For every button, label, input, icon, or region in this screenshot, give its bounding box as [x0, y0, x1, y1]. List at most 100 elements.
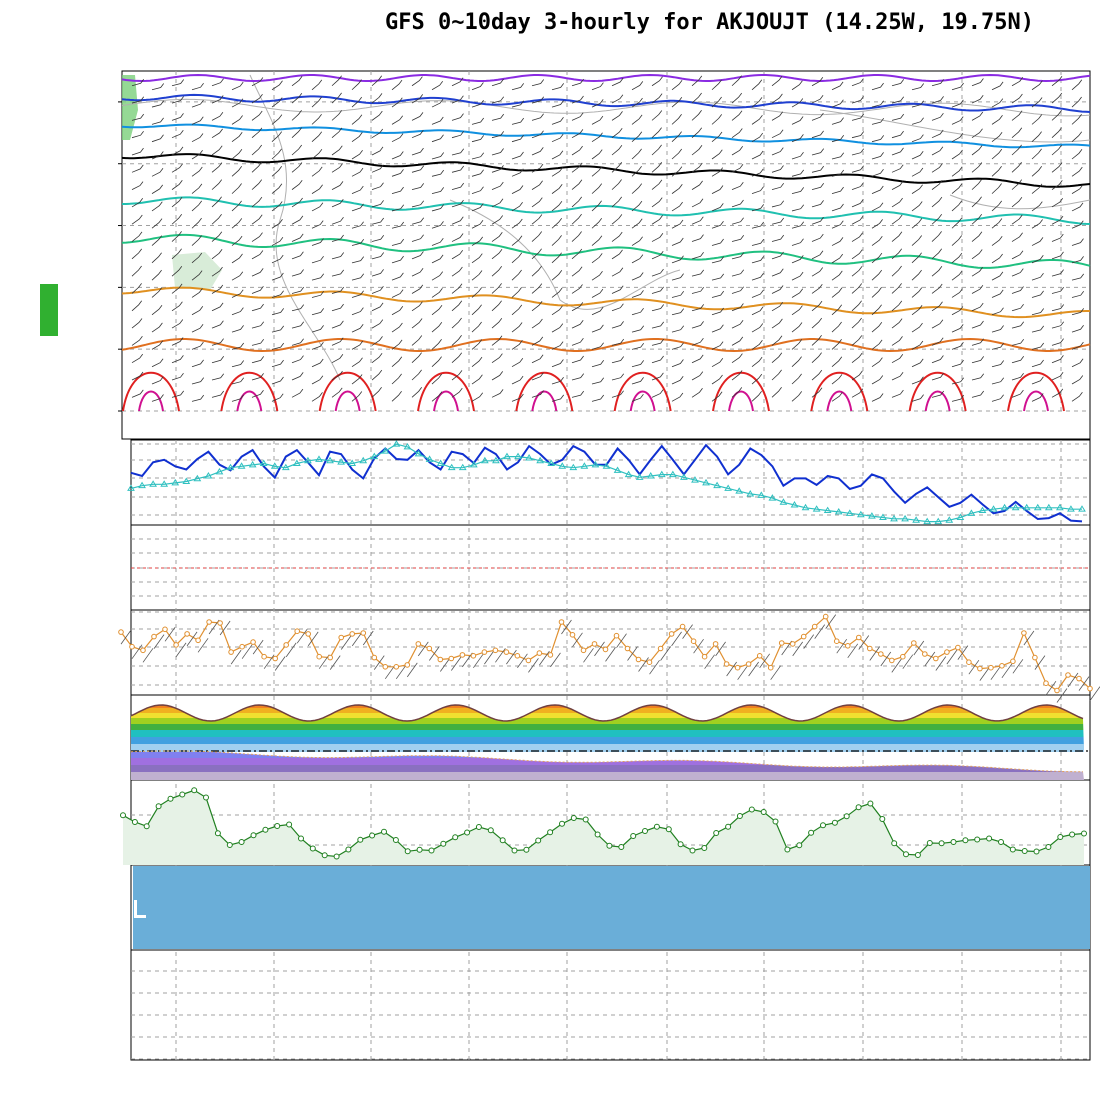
wind-barb	[511, 252, 523, 264]
wind-barb	[491, 165, 504, 173]
wind-barb	[171, 372, 184, 381]
thickness-marker	[315, 455, 323, 462]
wind-barb	[771, 386, 782, 398]
wind-barb	[1071, 358, 1084, 368]
wind-barb	[891, 389, 904, 398]
wind-barb	[471, 186, 484, 194]
wind-barb	[931, 319, 944, 329]
wind-barb	[591, 115, 604, 125]
wind-barb	[511, 218, 523, 229]
wind-barb	[531, 113, 544, 121]
wind-barb	[151, 394, 164, 402]
wind-barb	[391, 115, 404, 125]
wind-barb	[191, 270, 203, 281]
wind-barb	[571, 196, 583, 208]
wind-barb	[631, 131, 643, 142]
thickness-marker	[1033, 503, 1042, 511]
wind-barb	[771, 318, 783, 329]
wind-barb	[371, 386, 382, 398]
thickness-marker	[425, 455, 434, 462]
wind-barb	[291, 215, 304, 225]
warm-contour	[810, 371, 869, 412]
wind-barb	[531, 231, 543, 242]
wind-barb	[491, 371, 504, 381]
wind-barb	[631, 200, 643, 212]
rh-marker	[867, 800, 874, 807]
wind-barb	[571, 320, 584, 329]
wind-barb	[551, 83, 565, 91]
wind-barb	[1051, 144, 1063, 156]
temperature-contour	[121, 286, 1090, 319]
rh-marker	[345, 846, 352, 853]
thickness-marker	[934, 517, 943, 525]
rh-marker	[713, 830, 720, 836]
wind-barb-10m	[473, 653, 484, 669]
wind-barb	[671, 342, 684, 350]
wind-barb	[331, 110, 343, 121]
thickness-marker	[248, 460, 257, 468]
wind-barb	[131, 389, 144, 398]
wind-barb	[151, 376, 164, 385]
wind-speed-marker	[690, 638, 697, 645]
dewpt-color-band	[131, 765, 1084, 772]
wind-barb	[1071, 131, 1083, 142]
wind-barb	[931, 179, 943, 190]
wind-barb-10m	[924, 651, 936, 667]
wind-barb	[951, 82, 964, 91]
wind-speed-marker	[305, 631, 312, 637]
wind-barb	[511, 185, 524, 194]
wind-barb	[171, 196, 183, 208]
wind-barb	[391, 204, 405, 212]
wind-barb	[791, 373, 802, 385]
wind-barb	[391, 322, 403, 333]
wind-barb	[131, 231, 143, 242]
wind-barb	[191, 217, 202, 229]
wind-barb	[311, 238, 324, 246]
wind-barb	[931, 196, 943, 208]
rh-marker	[120, 812, 126, 819]
wind-barb	[311, 358, 324, 368]
rh-marker	[143, 823, 150, 830]
wind-speed-marker	[404, 662, 411, 668]
thickness-marker	[1055, 503, 1064, 511]
wind-barb	[1051, 355, 1064, 364]
wind-barb	[571, 266, 583, 277]
wind-barb	[371, 252, 385, 260]
wind-barb	[511, 100, 525, 108]
wind-barb-10m	[219, 620, 231, 636]
wind-barb	[991, 81, 1004, 91]
wind-barb	[671, 201, 683, 212]
wind-barb	[611, 321, 624, 329]
wind-barb	[191, 116, 204, 125]
wind-barb	[311, 79, 323, 91]
wind-barb	[431, 134, 444, 143]
wind-barb	[871, 135, 885, 143]
wind-barb	[171, 163, 184, 173]
wind-barb	[331, 181, 344, 190]
wind-barb	[131, 318, 143, 329]
wind-barb-10m	[990, 665, 1002, 680]
wind-barb	[831, 339, 842, 350]
wind-barb	[771, 285, 784, 294]
wind-barb	[631, 290, 644, 298]
wind-barb	[331, 216, 344, 225]
wind-speed-marker	[668, 631, 675, 637]
wind-barb	[951, 200, 963, 212]
thickness-marker	[536, 456, 545, 464]
wind-barb-10m	[373, 655, 385, 670]
wind-barb	[391, 133, 404, 143]
wind-barb	[851, 335, 863, 346]
wind-speed-marker	[922, 651, 928, 657]
wind-barb	[771, 182, 785, 191]
wind-barb	[471, 82, 484, 91]
wind-barb	[951, 183, 963, 194]
wind-speed-marker	[723, 661, 730, 667]
wind-barb	[311, 392, 323, 402]
wind-barb	[191, 235, 202, 246]
temperature-contour	[121, 73, 1091, 83]
wind-barb	[571, 162, 583, 173]
wind-barb-10m	[770, 665, 781, 680]
wind-barb	[651, 372, 664, 381]
wind-barb	[491, 300, 502, 312]
wind-barb	[891, 371, 904, 381]
